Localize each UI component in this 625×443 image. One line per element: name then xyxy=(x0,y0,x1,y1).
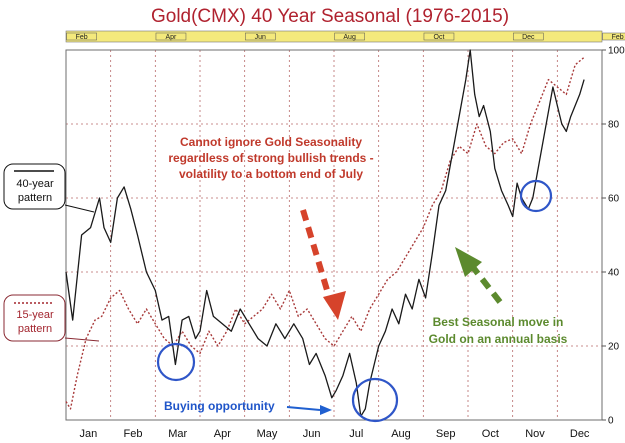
green-dashed-arrow xyxy=(469,264,503,304)
band-label-box xyxy=(245,32,276,41)
legend-15-year-label-2: pattern xyxy=(18,323,52,335)
month-band: Feb Apr Jun Aug Oct Dec Feb xyxy=(65,30,625,43)
x-tick-label: Jun xyxy=(303,428,321,440)
legend-15-year-connector xyxy=(64,337,100,342)
x-tick-label: Dec xyxy=(570,428,590,440)
seasonality-note-line-2: regardless of strong bullish trends - xyxy=(168,151,373,165)
band-label-box xyxy=(602,32,625,41)
band-label-box xyxy=(513,32,544,41)
x-tick-label: Nov xyxy=(525,428,545,440)
red-dashed-arrow xyxy=(300,209,333,301)
x-tick-label: Oct xyxy=(482,428,499,440)
band-label: Aug xyxy=(343,34,356,41)
legend-40-year-box xyxy=(3,163,66,210)
x-tick-label: Feb xyxy=(124,428,143,440)
series-40-year-line xyxy=(65,49,585,417)
circle-march-low xyxy=(156,342,196,382)
y-tick-label: 60 xyxy=(608,194,620,205)
x-axis: Jan Feb Mar Apr May Jun Jul Aug Sep Oct Nov Dec xyxy=(79,428,589,440)
legend-40-year-label-1: 40-year xyxy=(16,178,54,190)
band-label-box xyxy=(423,32,455,41)
legend-40-year: 40-year pattern xyxy=(3,163,95,213)
legend-40-year-connector xyxy=(64,204,95,213)
band-label-box xyxy=(66,32,97,41)
legend-15-year: 15-year pattern xyxy=(3,294,100,342)
seasonality-note-line-3: volatility to a bottom end of July xyxy=(179,167,363,181)
legend-40-year-label-2: pattern xyxy=(18,192,52,204)
band-label-box xyxy=(334,32,365,41)
blue-arrowhead xyxy=(320,405,332,415)
legend-15-year-label-1: 15-year xyxy=(16,309,54,321)
y-tick-label: 20 xyxy=(608,342,620,353)
x-tick-label: Sep xyxy=(436,428,456,440)
green-arrowhead xyxy=(455,247,482,277)
x-tick-label: Mar xyxy=(168,428,187,440)
seasonality-note: Cannot ignore Gold Seasonality regardles… xyxy=(168,135,373,181)
band-label: Apr xyxy=(166,34,178,41)
band-label: Feb xyxy=(612,34,624,41)
x-tick-label: Apr xyxy=(214,428,231,440)
month-band-bg xyxy=(65,30,603,43)
band-label: Jun xyxy=(255,34,266,41)
y-tick-label: 100 xyxy=(608,46,625,57)
blue-arrow xyxy=(286,406,321,411)
buying-opportunity-label: Buying opportunity xyxy=(164,399,275,413)
band-label: Feb xyxy=(76,34,88,41)
series-layer xyxy=(65,49,585,417)
best-move-line-2: Gold on an annual basis xyxy=(429,332,568,346)
x-tick-label: May xyxy=(257,428,278,440)
band-label: Oct xyxy=(434,34,445,41)
best-move-line-1: Best Seasonal move in xyxy=(433,315,564,329)
circle-july-low xyxy=(351,377,399,423)
legend-15-year-box xyxy=(3,294,66,342)
y-tick-label: 40 xyxy=(608,268,620,279)
chart-title: Gold(CMX) 40 Year Seasonal (1976-2015) xyxy=(151,6,509,27)
seasonality-note-line-1: Cannot ignore Gold Seasonality xyxy=(180,135,362,149)
x-tick-label: Aug xyxy=(391,428,411,440)
red-arrowhead xyxy=(323,291,346,320)
y-tick-label: 0 xyxy=(608,416,614,427)
x-tick-label: Jul xyxy=(349,428,363,440)
band-label: Dec xyxy=(522,34,535,41)
plot-frame xyxy=(65,49,603,421)
series-15-year-line xyxy=(65,56,585,410)
y-tick-label: 80 xyxy=(608,120,620,131)
y-axis: 0 20 40 60 80 100 xyxy=(602,46,625,427)
best-move-note: Best Seasonal move in Gold on an annual … xyxy=(429,315,568,346)
grid-lines xyxy=(66,50,602,420)
x-tick-label: Jan xyxy=(79,428,97,440)
band-label-box xyxy=(155,32,187,41)
circle-november-low xyxy=(519,179,553,213)
